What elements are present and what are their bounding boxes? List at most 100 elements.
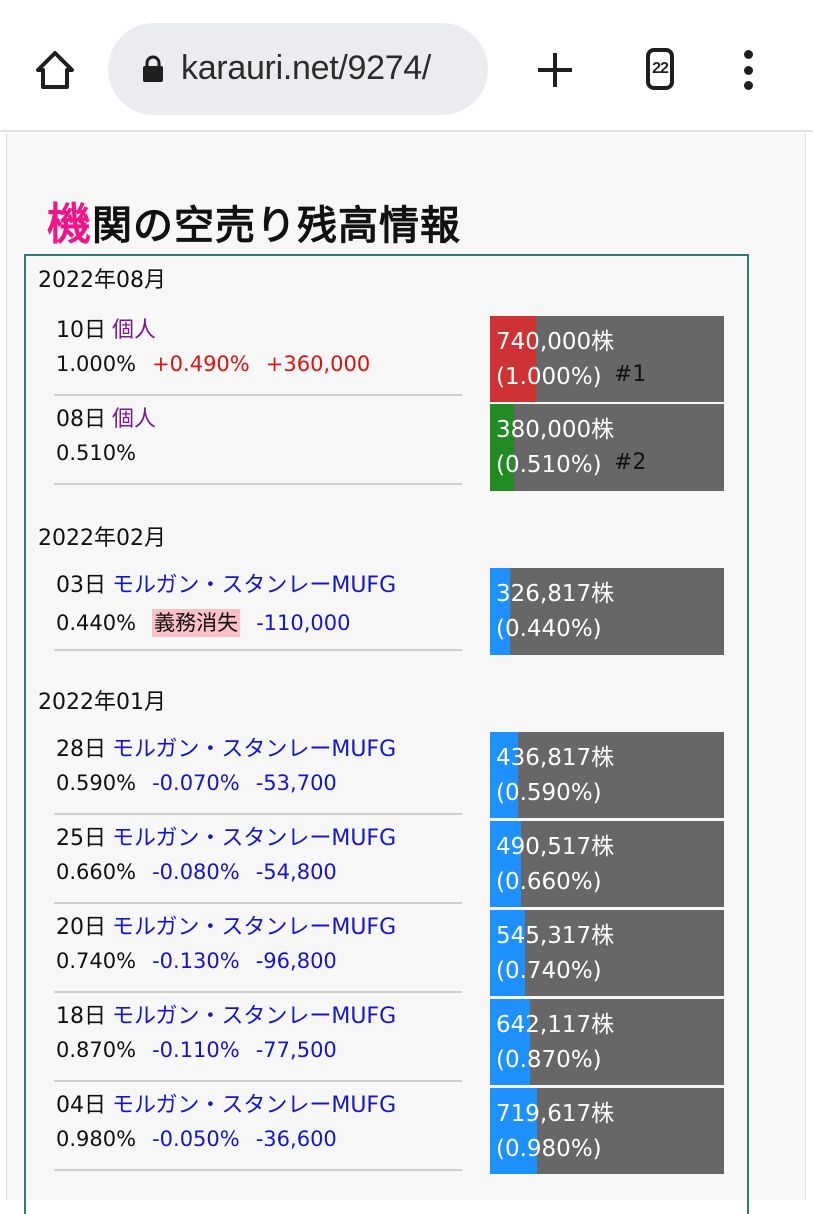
- report-day: 04日: [56, 1093, 106, 1118]
- list-item: 04日 モルガン・スタンレーMUFG 0.980% -0.050% -36,600: [54, 1083, 462, 1171]
- position-bar-fill: [490, 732, 518, 818]
- shares-percent: (0.590%): [496, 780, 602, 806]
- page-title-accent: 機: [47, 199, 92, 250]
- list-item: 28日 モルガン・スタンレーMUFG 0.590% -0.070% -53,700: [54, 727, 462, 815]
- month-header: 2022年02月: [38, 526, 166, 551]
- short-ratio: 0.590%: [56, 771, 137, 795]
- rank-label: #1: [614, 362, 647, 387]
- position-bar-fill: [490, 910, 525, 996]
- change-percent: -0.110%: [152, 1038, 240, 1062]
- row-header: 10日 個人: [56, 312, 156, 344]
- change-shares: +360,000: [265, 352, 371, 376]
- report-day: 03日: [56, 573, 106, 598]
- shares-held: 642,117株: [496, 1012, 615, 1038]
- page-title: 機関の空売り残高情報: [47, 188, 461, 252]
- row-header: 04日 モルガン・スタンレーMUFG: [56, 1087, 396, 1119]
- shares-percent: (1.000%): [496, 364, 602, 390]
- short-ratio: 0.440%: [56, 611, 137, 635]
- shares-percent: (0.870%): [496, 1047, 602, 1073]
- holder-link[interactable]: モルガン・スタンレーMUFG: [112, 1004, 397, 1029]
- report-day: 10日: [56, 318, 106, 343]
- shares-held: 545,317株: [496, 923, 615, 949]
- short-sell-panel: 2022年08月 10日 個人 1.000% +0.490% +360,000 740,00…: [24, 254, 749, 1214]
- holder-link[interactable]: 個人: [112, 318, 157, 343]
- change-percent: -0.080%: [152, 860, 240, 884]
- home-button[interactable]: [30, 46, 80, 94]
- position-bar-fill: [490, 404, 514, 491]
- position-bar-fill: [490, 821, 521, 907]
- report-day: 28日: [56, 737, 106, 762]
- row-values: 0.590% -0.070% -53,700: [56, 771, 337, 795]
- shares-held: 490,517株: [496, 834, 615, 860]
- list-item: 25日 モルガン・スタンレーMUFG 0.660% -0.080% -54,800: [54, 816, 462, 904]
- holder-link[interactable]: モルガン・スタンレーMUFG: [112, 826, 397, 851]
- change-shares: -54,800: [255, 860, 337, 884]
- address-bar[interactable]: karauri.net/9274/: [108, 23, 488, 115]
- month-header: 2022年01月: [38, 690, 166, 715]
- more-menu-button[interactable]: [730, 46, 766, 94]
- content-area: 機関の空売り残高情報 2022年08月 10日 個人 1.000% +0.490% +36…: [6, 134, 806, 1214]
- shares-held: 380,000株: [496, 417, 615, 443]
- row-values: 0.870% -0.110% -77,500: [56, 1038, 337, 1062]
- change-shares: -96,800: [255, 949, 337, 973]
- position-bar: 719,617株 (0.980%): [490, 1088, 724, 1174]
- position-bar-fill: [490, 1088, 537, 1174]
- shares-percent: (0.740%): [496, 958, 602, 984]
- row-header: 08日 個人: [56, 401, 156, 433]
- row-header: 03日 モルガン・スタンレーMUFG: [56, 567, 396, 599]
- shares-percent: (0.660%): [496, 869, 602, 895]
- position-bar: 545,317株 (0.740%): [490, 910, 724, 996]
- short-ratio: 0.870%: [56, 1038, 137, 1062]
- position-bar-fill: [490, 568, 510, 655]
- shares-percent: (0.440%): [496, 616, 602, 642]
- page-title-rest: 関の空売り残高情報: [92, 203, 461, 249]
- short-ratio: 1.000%: [56, 352, 137, 376]
- short-ratio: 0.980%: [56, 1127, 137, 1151]
- list-item: 20日 モルガン・スタンレーMUFG 0.740% -0.130% -96,800: [54, 905, 462, 993]
- tab-switcher-button[interactable]: 22: [636, 46, 684, 92]
- position-bar: 490,517株 (0.660%): [490, 821, 724, 907]
- browser-toolbar: karauri.net/9274/ 22: [0, 0, 813, 132]
- row-header: 25日 モルガン・スタンレーMUFG: [56, 820, 396, 852]
- row-header: 18日 モルガン・スタンレーMUFG: [56, 998, 396, 1030]
- home-icon: [36, 51, 74, 89]
- change-percent: -0.070%: [152, 771, 240, 795]
- row-values: 0.740% -0.130% -96,800: [56, 949, 337, 973]
- shares-held: 719,617株: [496, 1101, 615, 1127]
- change-percent: -0.050%: [152, 1127, 240, 1151]
- shares-held: 326,817株: [496, 581, 615, 607]
- row-values: 0.440% 義務消失 -110,000: [56, 607, 351, 637]
- list-item: 10日 個人 1.000% +0.490% +360,000: [54, 308, 462, 396]
- position-bar: 642,117株 (0.870%): [490, 999, 724, 1085]
- holder-link[interactable]: モルガン・スタンレーMUFG: [112, 915, 397, 940]
- shares-percent: (0.980%): [496, 1136, 602, 1162]
- row-values: 1.000% +0.490% +360,000: [56, 352, 370, 376]
- more-vert-icon: [743, 50, 753, 59]
- new-tab-button[interactable]: [530, 46, 580, 94]
- change-percent: -0.130%: [152, 949, 240, 973]
- shares-percent: (0.510%): [496, 452, 602, 478]
- tab-switcher-icon: 22: [646, 48, 674, 90]
- url-text[interactable]: karauri.net/9274/: [181, 49, 432, 87]
- list-item: 08日 個人 0.510%: [54, 397, 462, 485]
- holder-link[interactable]: モルガン・スタンレーMUFG: [112, 1093, 397, 1118]
- report-day: 08日: [56, 407, 106, 432]
- report-day: 18日: [56, 1004, 106, 1029]
- shares-held: 740,000株: [496, 329, 615, 355]
- list-item: 18日 モルガン・スタンレーMUFG 0.870% -0.110% -77,500: [54, 994, 462, 1082]
- change-percent: +0.490%: [152, 352, 250, 376]
- holder-link[interactable]: 個人: [112, 407, 157, 432]
- change-shares: -77,500: [255, 1038, 337, 1062]
- holder-link[interactable]: モルガン・スタンレーMUFG: [112, 737, 397, 762]
- position-bar-fill: [490, 999, 530, 1085]
- position-bar-fill: [490, 316, 536, 402]
- change-shares: -110,000: [256, 611, 351, 635]
- obligation-lost-badge: 義務消失: [152, 609, 241, 637]
- holder-link[interactable]: モルガン・スタンレーMUFG: [112, 573, 397, 598]
- report-day: 20日: [56, 915, 106, 940]
- month-header: 2022年08月: [38, 268, 166, 293]
- report-day: 25日: [56, 826, 106, 851]
- tab-count: 22: [652, 60, 669, 77]
- plus-icon: [538, 53, 572, 87]
- position-bar: 436,817株 (0.590%): [490, 732, 724, 818]
